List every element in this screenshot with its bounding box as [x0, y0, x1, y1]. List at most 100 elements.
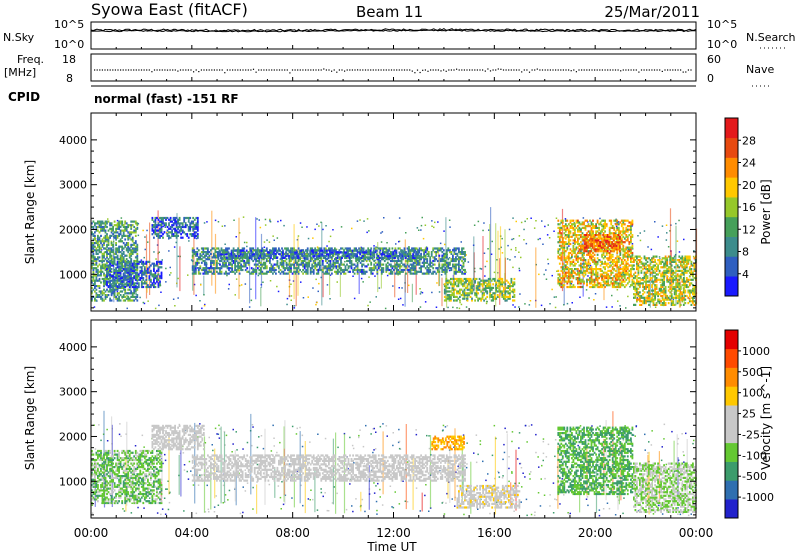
noise-right-tick-top: 10^5 [707, 18, 737, 31]
echo-cell [611, 306, 613, 308]
echo-cell [395, 251, 398, 254]
echo-cell [423, 263, 425, 266]
echo-cell [567, 223, 570, 226]
echo-cell [513, 295, 516, 298]
echo-cell [97, 234, 99, 237]
echo-cell [100, 242, 102, 245]
echo-cell [390, 270, 392, 273]
echo-cell [592, 225, 594, 228]
echo-cell [585, 289, 588, 291]
echo-cell [106, 259, 108, 263]
echo-cell [106, 275, 108, 278]
echo-cell [496, 294, 499, 297]
echo-cell [97, 249, 99, 252]
echo-cell [133, 266, 136, 269]
echo-cell [157, 229, 160, 232]
echo-cell [424, 251, 427, 254]
echo-cell [219, 259, 221, 263]
echo-cell [450, 267, 453, 270]
echo-cell [368, 259, 371, 263]
freq-dot [375, 69, 377, 71]
echo-cell [244, 256, 247, 259]
echo-cell [563, 248, 566, 251]
echo-cell [246, 245, 248, 248]
echo-cell [564, 268, 567, 271]
echo-streak [293, 224, 295, 300]
echo-cell [112, 249, 114, 252]
echo-cell [418, 254, 421, 257]
echo-cell [423, 251, 425, 254]
echo-cell [557, 255, 560, 258]
echo-cell [560, 232, 563, 235]
freq-dot [664, 69, 666, 71]
echo-cell [590, 228, 593, 231]
echo-cell [133, 249, 136, 252]
echo-cell [569, 262, 572, 265]
echo-cell [460, 264, 462, 266]
echo-cell [583, 250, 585, 253]
echo-cell [110, 292, 113, 295]
echo-cell [92, 256, 95, 259]
echo-cell [447, 265, 450, 268]
echo-cell [676, 240, 679, 242]
echo-cell [384, 307, 387, 310]
echo-cell [356, 268, 359, 272]
echo-cell [252, 249, 255, 252]
echo-cell [558, 230, 561, 233]
echo-cell [195, 225, 198, 229]
echo-cell [495, 297, 498, 300]
echo-cell [196, 227, 199, 230]
echo-cell [501, 279, 504, 282]
echo-cell [457, 285, 460, 288]
echo-cell [250, 251, 253, 254]
echo-cell [427, 263, 430, 266]
echo-cell [408, 270, 410, 273]
echo-cell [321, 268, 324, 272]
echo-cell [109, 264, 111, 267]
echo-cell [113, 276, 116, 279]
freq-label-line2: [MHz] [4, 66, 36, 79]
echo-cell [219, 270, 221, 273]
echo-cell [321, 270, 324, 273]
echo-cell [320, 221, 322, 224]
echo-cell [380, 270, 383, 273]
echo-cell [91, 292, 93, 295]
echo-cell [217, 267, 220, 270]
freq-dot [570, 70, 572, 72]
freq-dot [224, 72, 226, 74]
echo-cell [226, 249, 229, 252]
echo-cell [590, 259, 593, 262]
echo-cell [350, 249, 352, 252]
echo-cell [439, 258, 442, 261]
echo-cell [104, 279, 107, 282]
echo-cell [91, 263, 93, 266]
echo-cell [489, 295, 492, 298]
echo-cell [587, 260, 590, 263]
echo-cell [253, 255, 256, 258]
echo-cell [225, 256, 227, 259]
echo-cell [136, 245, 139, 248]
echo-cell [329, 256, 332, 259]
freq-dot [521, 71, 523, 73]
echo-cell [317, 263, 320, 266]
echo-cell [401, 249, 404, 252]
echo-cell [291, 247, 294, 250]
echo-cell [475, 290, 478, 293]
echo-cell [386, 267, 389, 270]
echo-cell [121, 280, 124, 283]
echo-cell [350, 253, 352, 256]
echo-cell [426, 259, 429, 263]
echo-cell [481, 292, 484, 295]
echo-cell [302, 259, 304, 263]
echo-cell [195, 222, 198, 225]
echo-cell [276, 259, 279, 263]
freq-dot [193, 71, 195, 73]
freq-dot [531, 69, 533, 71]
echo-cell [109, 284, 111, 287]
echo-cell [564, 260, 567, 263]
echo-cell [225, 272, 227, 275]
echo-cell [124, 277, 127, 280]
echo-cell [567, 268, 570, 271]
echo-cell [172, 216, 175, 220]
echo-streak [489, 224, 491, 300]
